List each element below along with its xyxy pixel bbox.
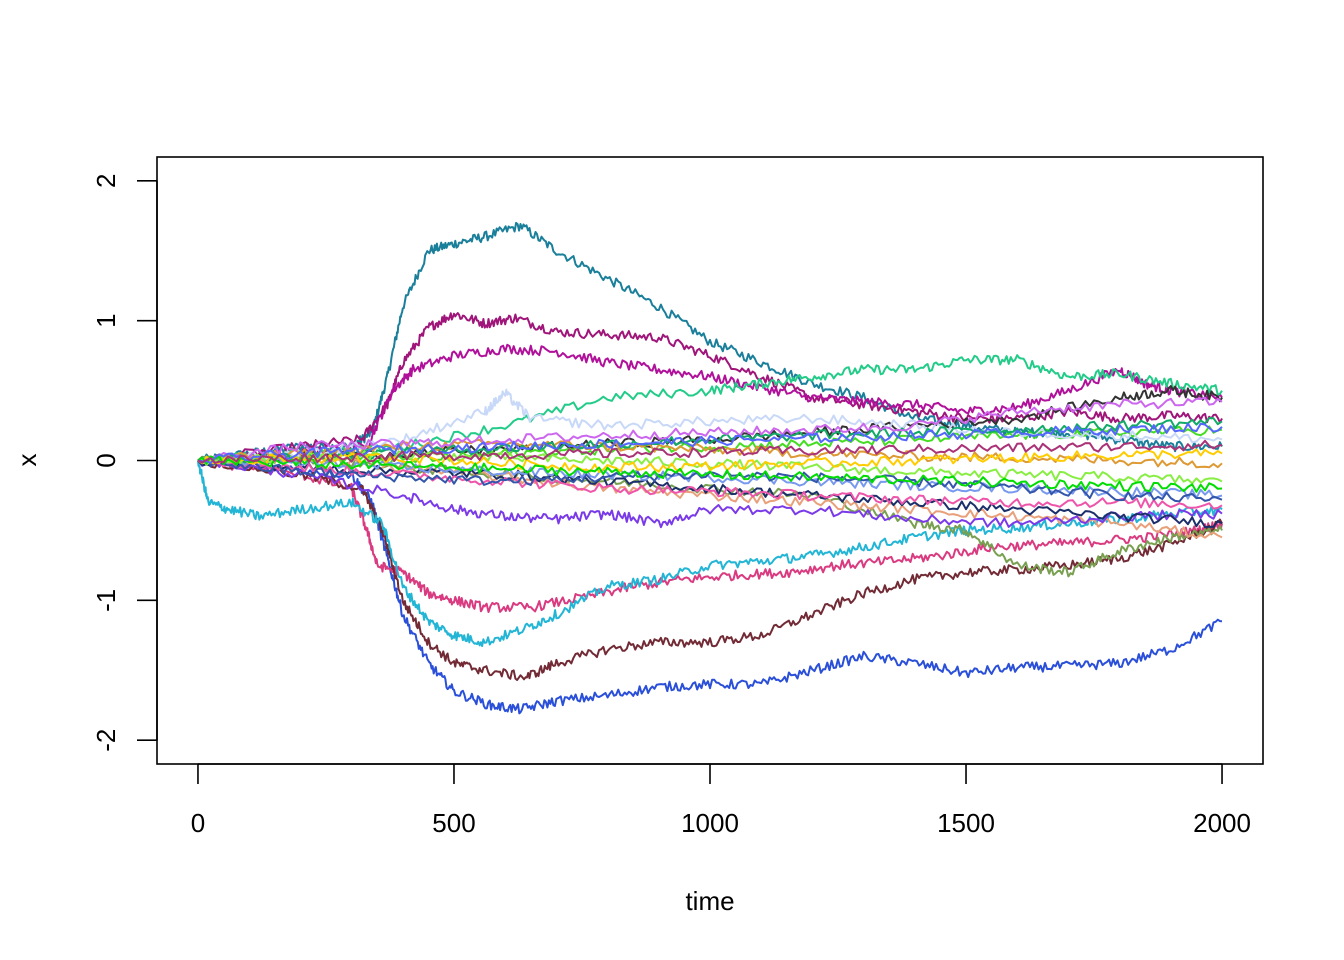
y-axis: -2 -1 0 1 2 bbox=[91, 174, 158, 752]
series-line-26 bbox=[197, 439, 1223, 465]
series-line-19 bbox=[197, 417, 1223, 465]
series-line-4 bbox=[197, 354, 1223, 464]
series-line-24 bbox=[197, 455, 1223, 493]
series-line-6 bbox=[197, 458, 1223, 613]
series-line-18 bbox=[197, 458, 1223, 510]
y-tick-label-1: -1 bbox=[91, 589, 121, 612]
series-line-11 bbox=[197, 457, 1223, 529]
y-tick-label-2: 0 bbox=[91, 453, 121, 467]
series-line-23 bbox=[197, 448, 1223, 473]
x-tick-label-4: 2000 bbox=[1193, 808, 1251, 838]
y-tick-label-4: 2 bbox=[91, 174, 121, 188]
series-line-20 bbox=[197, 396, 1223, 465]
series-line-8 bbox=[197, 460, 1223, 648]
x-tick-label-1: 500 bbox=[432, 808, 475, 838]
series-line-9 bbox=[197, 453, 1223, 578]
x-tick-label-2: 1000 bbox=[681, 808, 739, 838]
series-line-5 bbox=[197, 456, 1223, 715]
series-layer bbox=[197, 221, 1223, 715]
y-axis-label: x bbox=[12, 454, 42, 467]
series-line-7 bbox=[197, 456, 1223, 681]
x-tick-label-0: 0 bbox=[191, 808, 205, 838]
x-axis: 0 500 1000 1500 2000 bbox=[191, 763, 1251, 838]
x-tick-label-3: 1500 bbox=[937, 808, 995, 838]
y-tick-label-3: 1 bbox=[91, 313, 121, 327]
series-line-25 bbox=[197, 422, 1223, 464]
y-tick-label-0: -2 bbox=[91, 729, 121, 752]
x-axis-label: time bbox=[685, 886, 734, 916]
series-line-2 bbox=[197, 312, 1223, 464]
